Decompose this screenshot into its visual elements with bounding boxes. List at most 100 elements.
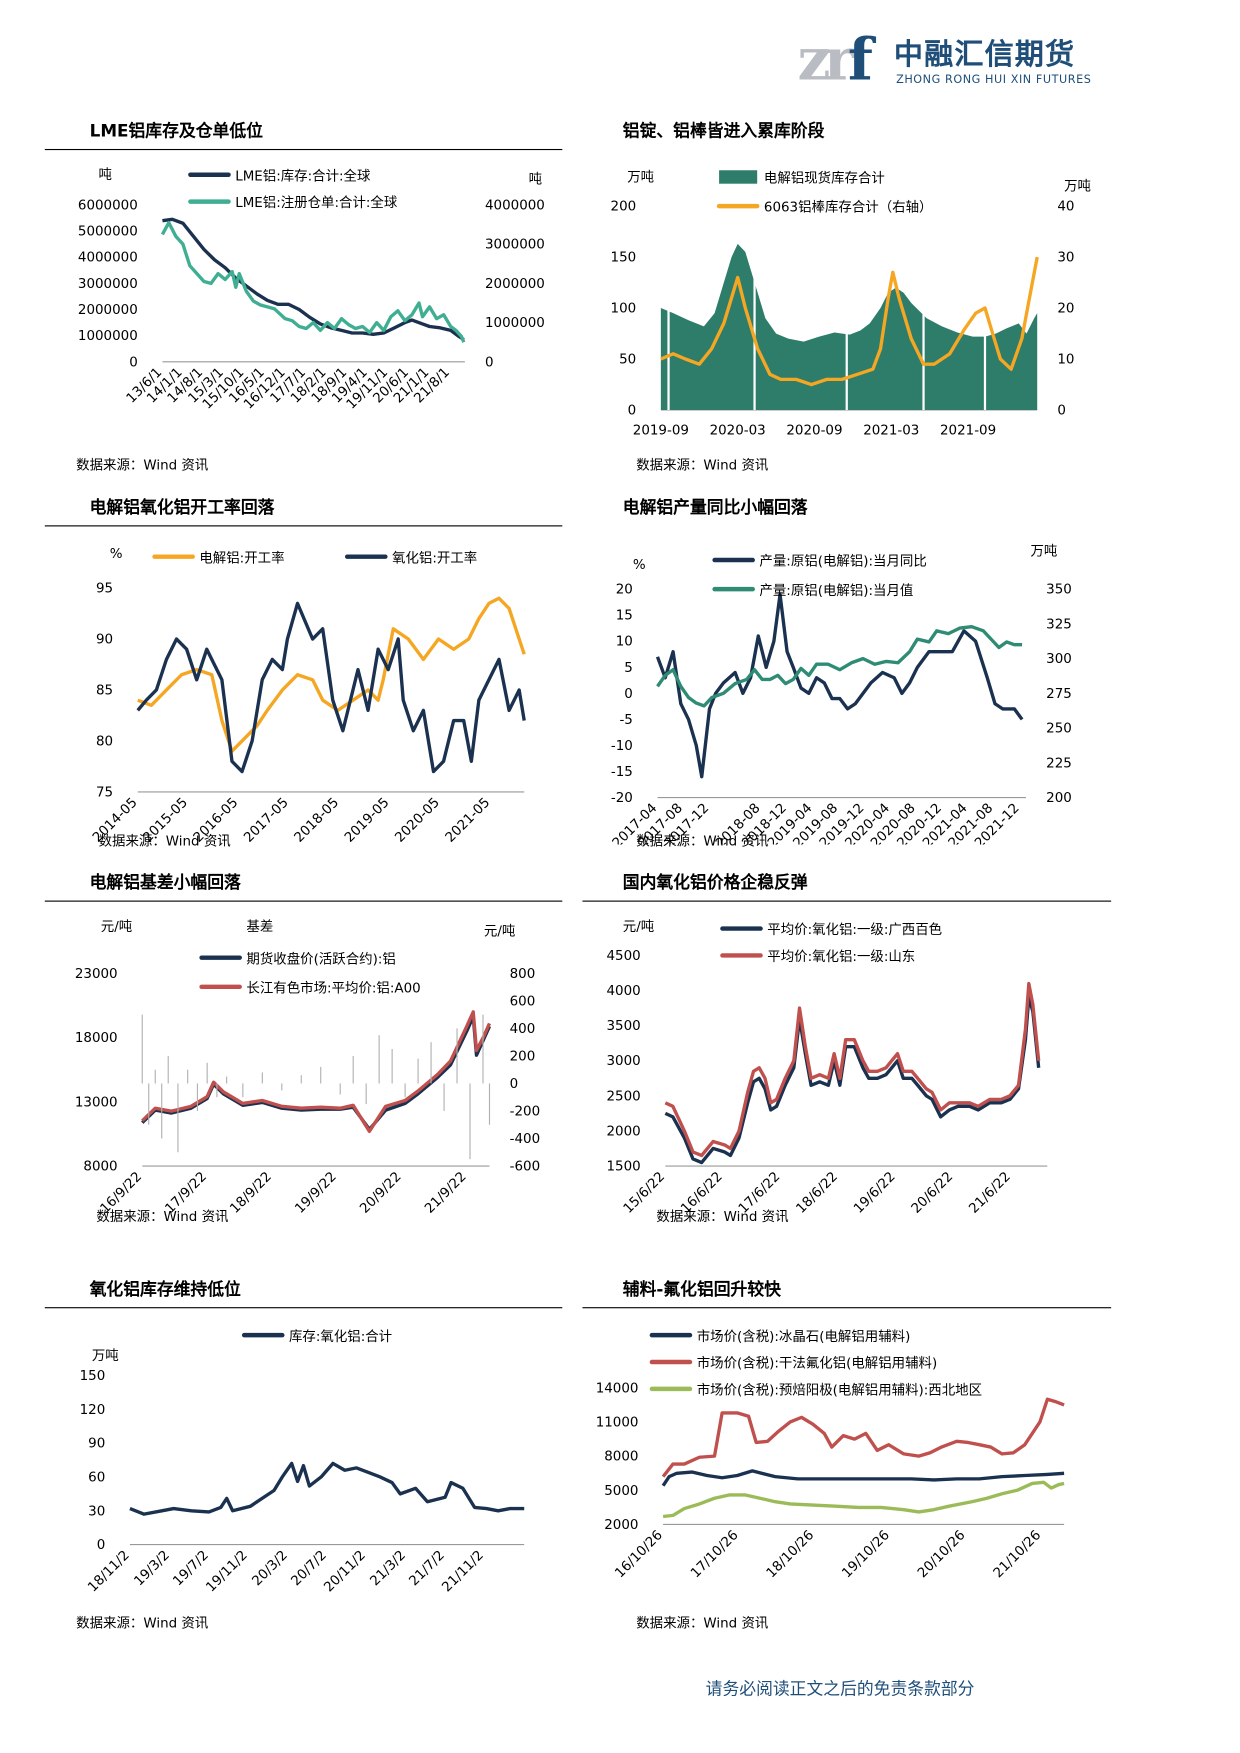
y2-tick-label: 800 [510,967,536,982]
chart-basis: 23000 18000 13000 8000 800 600 400 200 0 -200 -400… [75,918,540,1217]
y-tick-label: 75 [96,785,113,800]
x-tick-label: 21/10/26 [991,1528,1044,1581]
data-source: 数据来源：Wind 资讯 [96,1208,229,1225]
series-line [662,1480,1065,1519]
chart-title: 氧化铝库存维持低位 [89,1279,241,1300]
y-tick-label: 150 [80,1369,106,1384]
x-tick-label: 17/10/26 [688,1528,741,1581]
x-tick-label: 19/10/26 [840,1528,893,1581]
y2-axis-label: 元/吨 [484,923,515,939]
y2-axis-label: 吨 [529,172,542,188]
y2-tick-label: 350 [1046,583,1072,598]
y-tick-label: 95 [96,582,113,597]
legend-label: 长江有色市场:平均价:铝:A00 [246,979,420,996]
legend-label: 市场价(含税):预焙阳极(电解铝用辅料):西北地区 [697,1382,982,1399]
chart-title: 国内氧化铝价格企稳反弹 [622,872,808,893]
y-axis-label: 吨 [99,167,112,183]
y-tick-label: 90 [88,1437,105,1452]
x-tick-label: 19/6/22 [851,1169,898,1216]
x-tick-label: 2019-09 [633,424,689,439]
y-tick-label: -20 [611,791,633,806]
panel-ingot-rod-stock: 铝锭、铝棒皆进入累库阶段 200 150 100 50 0 40 30 20 10 0 万吨 万吨 20… [594,114,1111,473]
y-tick-label: 3000 [606,1054,640,1069]
x-tick-label: 18/10/26 [764,1528,817,1581]
panel-basis: 电解铝基差小幅回落 23000 18000 13000 8000 800 600 400 20… [44,866,563,1225]
y-tick-label: 85 [96,683,113,698]
legend-label: LME铝:库存:合计:全球 [235,167,371,184]
y-tick-label: 10 [616,635,633,650]
y-axis-label: % [110,547,123,562]
series-line [661,1397,1065,1478]
brand-name-en: ZHONG RONG HUI XIN FUTURES [896,73,1092,87]
series-line [660,256,1039,387]
y-tick-label: 60 [88,1470,105,1485]
x-tick-label: 2018-05 [292,795,342,844]
chart-alumina-stock: 1501209060300万吨18/11/219/3/219/7/219/11/… [80,1329,525,1595]
y-tick-label: 1000000 [78,329,138,344]
chart-lme-inventory: 6000000 5000000 4000000 3000000 2000000 10000… [78,167,545,412]
y-tick-label: 4000000 [78,251,138,266]
y2-tick-label: 10 [1057,352,1074,367]
legend-label: 平均价:氧化铝:一级:广西百色 [767,921,942,938]
y-tick-label: -5 [619,713,632,728]
title-rule [582,1307,1112,1309]
legend-label: 氧化铝:开工率 [392,549,477,566]
y-tick-label: 200 [611,200,637,215]
x-tick-label: 2020-09 [786,424,842,439]
series-line [160,220,466,343]
x-tick-label: 21/6/22 [967,1169,1014,1216]
x-tick-label: 20/3/2 [250,1548,291,1589]
y-tick-label: 20 [616,583,633,598]
y-tick-label: 30 [88,1504,105,1519]
y-tick-label: 6000000 [78,198,138,213]
x-tick-label: 20/6/22 [909,1169,956,1216]
y-tick-label: 80 [96,734,113,749]
series-line [661,1469,1065,1487]
y2-tick-label: 200 [1046,791,1072,806]
y-tick-label: 50 [619,352,636,367]
x-tick-label: 21/11/2 [440,1548,487,1595]
y2-tick-label: 0 [1057,403,1066,418]
legend-label: LME铝:注册仓单:合计:全球 [235,194,398,211]
y-tick-label: 5000000 [78,225,138,240]
y2-tick-label: 40 [1057,200,1074,215]
y-tick-label: 18000 [75,1031,118,1046]
data-source: 数据来源：Wind 资讯 [76,457,209,473]
y-tick-label: 3500 [606,1019,640,1034]
y2-tick-label: 300 [1046,652,1072,667]
legend-label: 产量:原铝(电解铝):当月值 [759,583,913,599]
legend-label: 平均价:氧化铝:一级:山东 [767,949,915,965]
series-line [664,995,1041,1165]
series-line [137,596,526,753]
series-area [660,243,1038,410]
footer-disclaimer: 请务必阅读正文之后的免责条款部分 [705,1679,975,1700]
chart-title: 铝锭、铝棒皆进入累库阶段 [622,120,825,142]
y2-tick-label: 400 [510,1022,536,1037]
y2-tick-label: 3000000 [485,238,545,253]
legend-label: 市场价(含税):干法氟化铝(电解铝用辅料) [697,1355,938,1372]
legend-label: 产量:原铝(电解铝):当月同比 [759,554,926,570]
y-tick-label: 23000 [75,967,118,982]
y-tick-label: 3000000 [78,277,138,292]
data-source: 数据来源：Wind 资讯 [98,833,231,850]
data-source: 数据来源：Wind 资讯 [656,1208,789,1225]
y2-axis-label: 万吨 [1030,544,1057,560]
chart-title: LME铝库存及仓单低位 [89,120,263,142]
x-tick-label: 2017-05 [241,795,291,844]
y-tick-label: 2000 [604,1518,638,1533]
data-source: 数据来源：Wind 资讯 [636,457,769,473]
brand-logo: zrf 中融汇信期货 ZHONG RONG HUI XIN FUTURES [798,27,1092,96]
series-line [136,601,526,774]
data-source: 数据来源：Wind 资讯 [636,833,769,850]
y-tick-label: -15 [611,765,633,780]
y-tick-label: 0 [97,1538,106,1553]
series-line [129,1461,525,1516]
y-tick-label: 11000 [596,1415,639,1430]
y-tick-label: 2000 [606,1124,640,1139]
series-line [656,625,1023,708]
y2-tick-label: 0 [485,355,494,370]
legend-label: 电解铝现货库存合计 [764,170,885,187]
panel-alumina-stock: 氧化铝库存维持低位 150 120 90 60 30 0 万吨 18/11/2 19/3/2 19… [44,1272,563,1631]
